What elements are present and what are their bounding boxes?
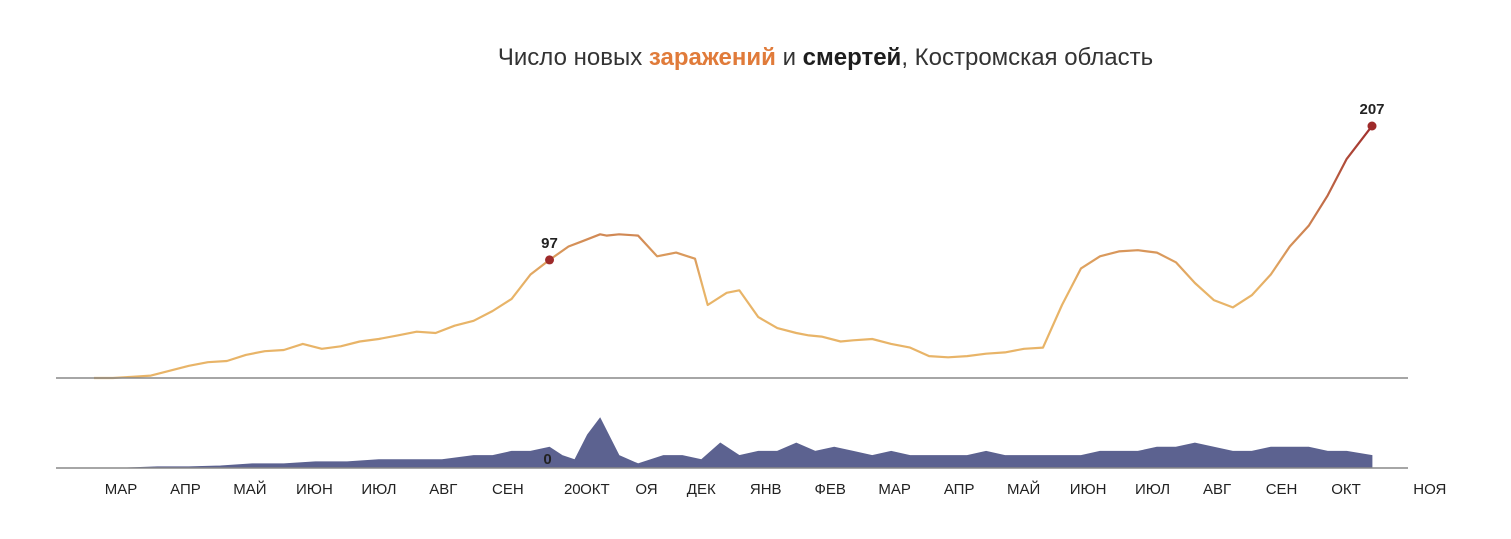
x-tick-label: ИЮН bbox=[1070, 481, 1107, 498]
x-tick-label: МАЙ bbox=[233, 480, 266, 498]
x-tick-label: МАЙ bbox=[1007, 480, 1040, 498]
x-tick-label: ИЮН bbox=[296, 481, 333, 498]
title-deaths-word: смертей bbox=[802, 44, 902, 71]
infections-marker bbox=[545, 255, 555, 265]
chart-title: Число новых заражений и смертей, Костром… bbox=[0, 44, 1511, 72]
title-suffix: , Костромская область bbox=[901, 44, 1154, 71]
title-middle: и bbox=[775, 44, 803, 71]
x-tick-label: МАР bbox=[878, 481, 911, 498]
x-tick-label: ОКТ bbox=[580, 481, 610, 498]
x-tick-label: АПР bbox=[170, 481, 201, 498]
x-tick-label: АВГ bbox=[429, 481, 457, 498]
title-infections-word: заражений bbox=[648, 44, 776, 71]
x-tick-label: ОКТ bbox=[1331, 481, 1361, 498]
infections-line bbox=[94, 125, 1373, 380]
x-tick-label: ИЮЛ bbox=[361, 481, 396, 498]
title-prefix: Число новых bbox=[497, 44, 649, 71]
x-tick-label: ЯНВ bbox=[750, 481, 782, 498]
x-tick-label: НОЯ bbox=[1413, 481, 1446, 498]
x-tick-label: СЕН bbox=[1266, 481, 1298, 498]
x-axis: МАР АПР МАЙ ИЮН ИЮЛ АВГ СЕН 20 ОКТ ОЯ ДЕК ЯНВ ФЕВ МАР… bbox=[105, 480, 1447, 498]
deaths-chart: 0 bbox=[56, 417, 1408, 469]
infections-value-label: 97 bbox=[541, 235, 558, 252]
x-tick-label: ОЯ bbox=[635, 481, 657, 498]
deaths-value-label: 0 bbox=[543, 451, 551, 468]
infections-marker bbox=[1367, 121, 1377, 131]
x-tick-label: МАР bbox=[105, 481, 138, 498]
x-tick-label: ФЕВ bbox=[814, 481, 845, 498]
x-tick-label: ДЕК bbox=[687, 481, 716, 498]
infections-value-label: 207 bbox=[1359, 101, 1384, 118]
x-tick-label: 20 bbox=[564, 481, 581, 498]
x-tick-label: ИЮЛ bbox=[1135, 481, 1170, 498]
x-tick-label: СЕН bbox=[492, 481, 524, 498]
x-tick-label: АВГ bbox=[1203, 481, 1231, 498]
x-tick-label: АПР bbox=[944, 481, 975, 498]
infections-chart: 97 207 bbox=[56, 101, 1408, 380]
deaths-area bbox=[94, 417, 1373, 469]
